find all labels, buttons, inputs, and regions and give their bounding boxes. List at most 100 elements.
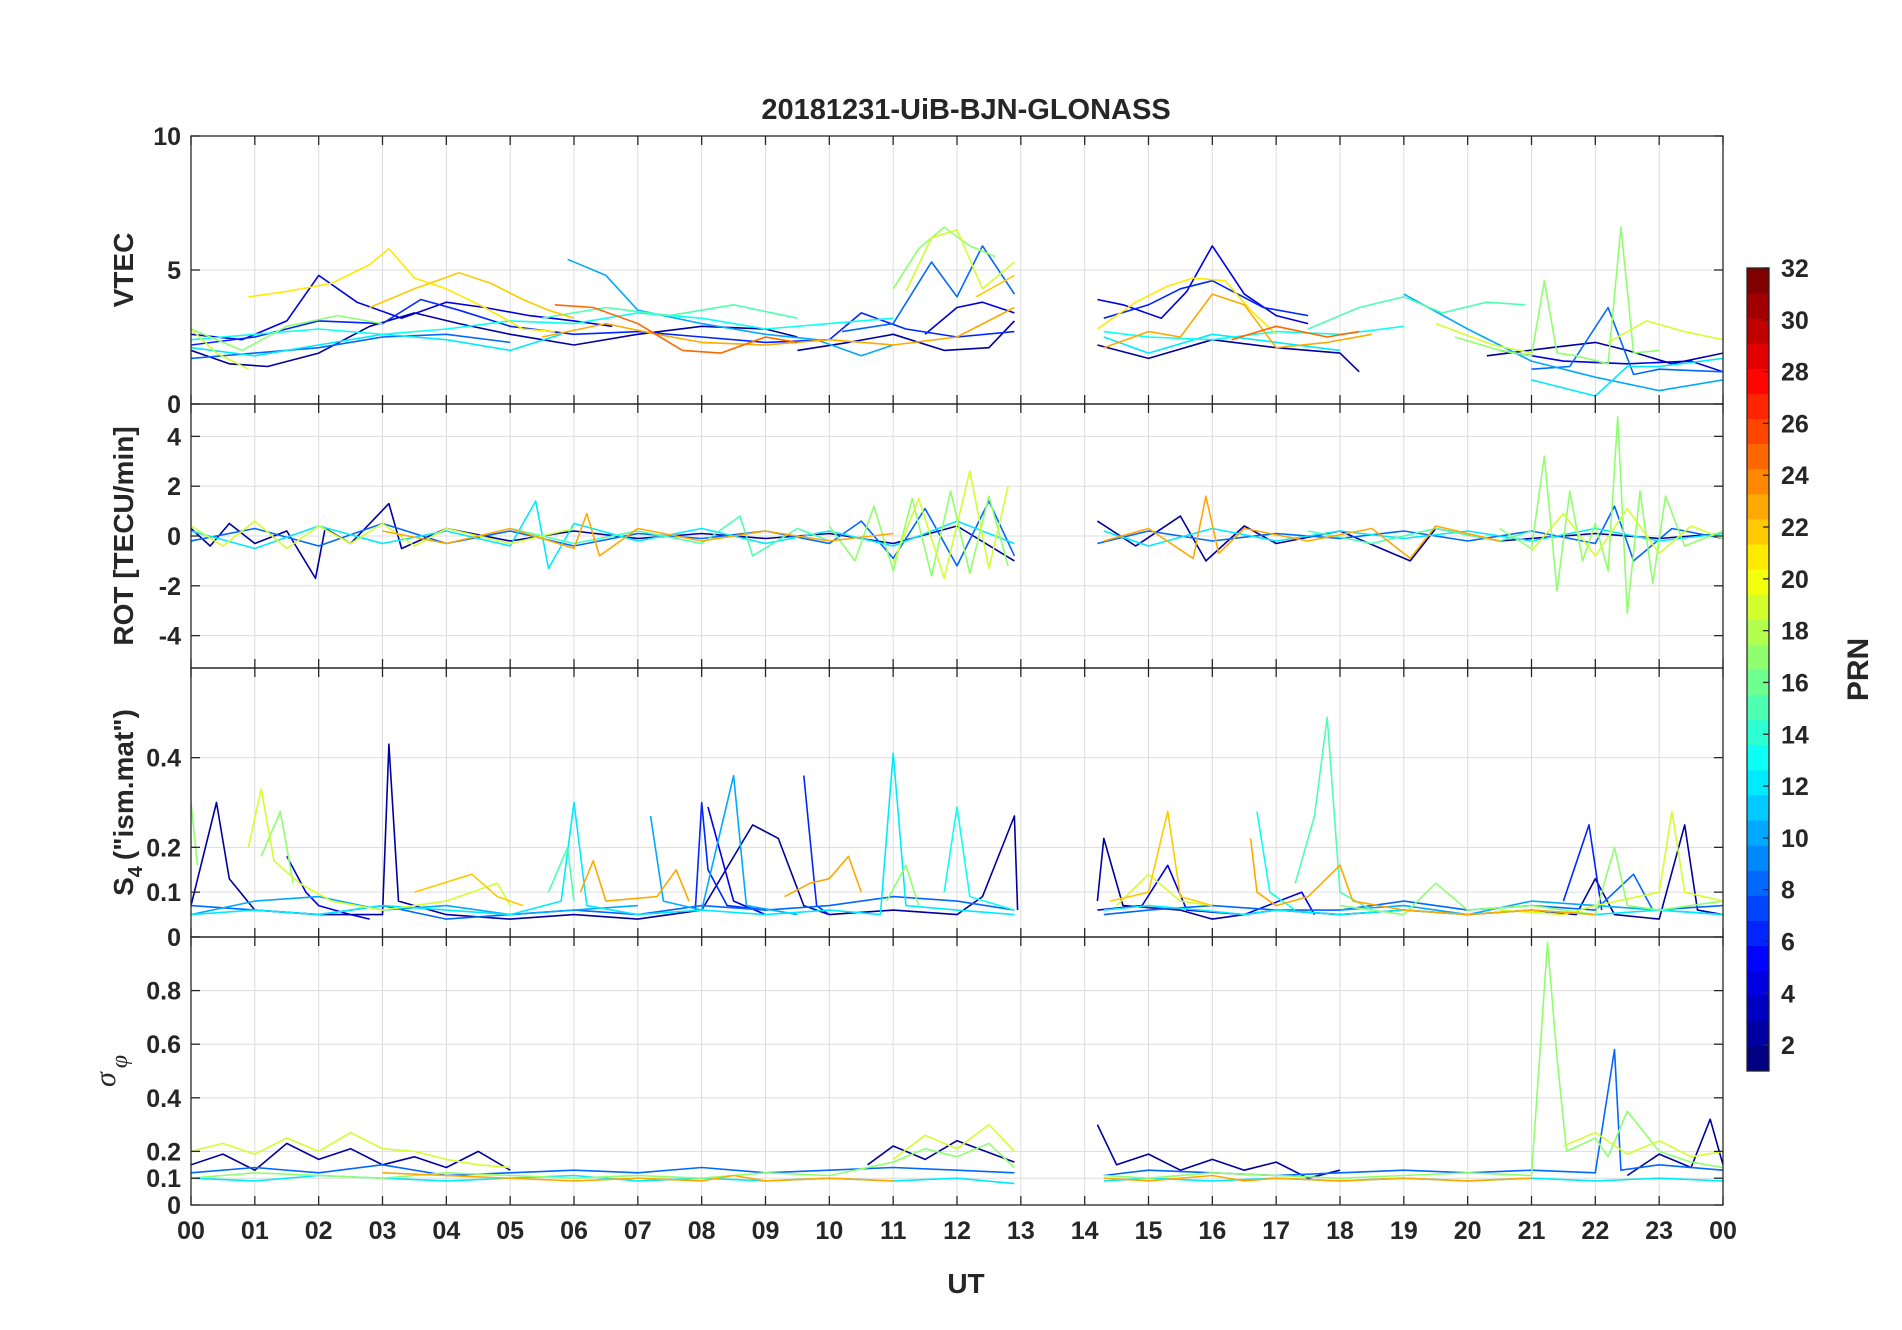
grid — [190, 668, 1724, 938]
colorbar-swatch — [1747, 368, 1769, 394]
x-tick-label: 02 — [305, 1217, 333, 1245]
trace-prn-22 — [414, 873, 524, 907]
colorbar-tick-label: 2 — [1781, 1032, 1795, 1060]
trace-prn-8 — [191, 1164, 1015, 1177]
x-tick-label: 08 — [688, 1217, 716, 1245]
y-tick-label: 0 — [167, 1192, 181, 1220]
trace-prn-12 — [1103, 527, 1723, 547]
colorbar-swatch — [1747, 468, 1769, 495]
traces — [191, 415, 1723, 615]
x-tick-label: 12 — [943, 1217, 971, 1245]
trace-prn-17 — [191, 314, 383, 352]
x-tick-label: 04 — [432, 1217, 460, 1245]
trace-prn-17 — [1339, 846, 1723, 916]
x-tick-label: 00 — [1709, 1217, 1737, 1245]
y-tick-label: -2 — [159, 573, 181, 601]
colorbar-tick-label: 32 — [1781, 255, 1809, 283]
trace-prn-13 — [1256, 811, 1296, 911]
colorbar-swatch — [1747, 694, 1769, 721]
x-tick-label: 15 — [1135, 1217, 1163, 1245]
y-tick-label: 0.2 — [146, 1138, 181, 1166]
panel-vtec: 0 5 10 VTEC — [108, 123, 1724, 419]
colorbar-swatch — [1747, 1045, 1769, 1072]
trace-prn-6 — [694, 801, 766, 911]
trace-prn-2 — [867, 1139, 1015, 1166]
trace-prn-23 — [784, 855, 863, 898]
trace-prn-13 — [943, 806, 1015, 911]
trace-prn-25 — [1231, 325, 1360, 341]
trace-prn-12 — [1103, 904, 1723, 916]
y-tick-label: 0.1 — [146, 879, 181, 907]
x-tick-label: 18 — [1326, 1217, 1354, 1245]
panel-sigma-phi: 00.10.2 0.4 0.6 0.8 σφ — [89, 936, 1724, 1220]
colorbar-tick-label: 4 — [1781, 980, 1795, 1008]
y-axis-label: σφ — [89, 1055, 133, 1087]
trace-prn-8 — [1097, 505, 1723, 562]
colorbar-swatch — [1747, 393, 1769, 420]
traces — [191, 716, 1723, 920]
trace-prn-19 — [1607, 320, 1723, 344]
colorbar-swatch — [1747, 619, 1769, 645]
trace-prn-15 — [547, 846, 575, 902]
y-tick-label: 0 — [167, 391, 181, 419]
traces — [191, 226, 1723, 397]
y-tick-label: 0.1 — [146, 1165, 181, 1193]
trace-prn-22 — [1110, 810, 1213, 907]
y-tick-label: 0.4 — [146, 1085, 181, 1113]
trace-prn-8 — [1531, 306, 1723, 376]
colorbar-swatch — [1747, 920, 1769, 947]
y-tick-label: 0 — [167, 523, 181, 551]
trace-prn-22 — [369, 271, 575, 319]
colorbar-tick-label: 16 — [1781, 669, 1809, 697]
trace-prn-15 — [1307, 295, 1526, 330]
trace-prn-17 — [1103, 941, 1723, 1179]
y-tick-label: 0.6 — [146, 1031, 181, 1059]
y-tick-label: 0.4 — [146, 745, 181, 773]
trace-prn-15 — [1307, 527, 1532, 545]
colorbar-tick-label: 12 — [1781, 773, 1809, 801]
x-tick-label: 21 — [1518, 1217, 1546, 1245]
colorbar-swatch — [1747, 268, 1769, 294]
colorbar-swatch — [1747, 493, 1769, 520]
trace-prn-23 — [382, 1172, 894, 1182]
trace-prn-19 — [1563, 1131, 1723, 1158]
trace-prn-6 — [1562, 824, 1603, 911]
x-tick-label: 00 — [177, 1217, 205, 1245]
trace-prn-21 — [248, 247, 555, 333]
trace-prn-10 — [1403, 293, 1723, 392]
trace-prn-4 — [924, 301, 1015, 335]
trace-prn-2 — [1096, 1124, 1341, 1179]
trace-prn-23 — [382, 512, 894, 557]
colorbar-swatch — [1747, 820, 1769, 846]
x-tick-label: 05 — [496, 1217, 524, 1245]
trace-prn-23 — [579, 859, 690, 902]
y-axis-label: ROT [TECU/min] — [108, 426, 139, 645]
colorbar-tick-label: 20 — [1781, 566, 1809, 594]
trace-prn-4 — [1499, 349, 1723, 373]
colorbar-swatch — [1747, 644, 1769, 670]
trace-prn-2 — [191, 1142, 511, 1171]
trace-prn-17 — [828, 490, 1009, 577]
trace-prn-17 — [260, 810, 294, 884]
colorbar-tick-label: 22 — [1781, 514, 1809, 542]
x-tick-label: 03 — [369, 1217, 397, 1245]
x-axis-label: UT — [947, 1268, 984, 1299]
colorbar-swatch — [1747, 945, 1769, 972]
trace-prn-13 — [191, 312, 894, 341]
trace-prn-4 — [286, 855, 370, 920]
trace-prn-15 — [1294, 716, 1373, 911]
trace-prn-17 — [886, 864, 920, 906]
x-tick-label: 16 — [1198, 1217, 1226, 1245]
trace-prn-8 — [1103, 873, 1723, 916]
x-tick-label: 22 — [1581, 1217, 1609, 1245]
y-axis-label: VTEC — [108, 233, 139, 308]
colorbar-swatch — [1747, 895, 1769, 921]
colorbar-swatch — [1747, 518, 1769, 545]
trace-prn-19 — [892, 1123, 1015, 1161]
trace-prn-19 — [191, 328, 249, 370]
colorbar-tick-label: 30 — [1781, 307, 1809, 335]
trace-prn-17 — [1454, 226, 1660, 365]
trace-prn-23 — [1103, 293, 1373, 349]
colorbar-swatch — [1747, 870, 1769, 896]
